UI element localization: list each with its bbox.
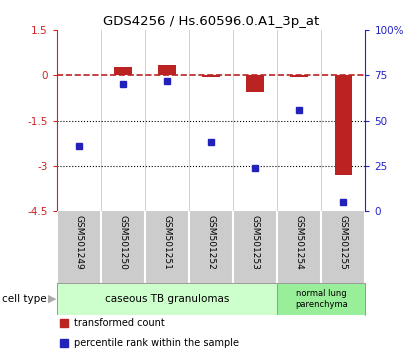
Bar <box>334 75 352 175</box>
Text: GSM501251: GSM501251 <box>163 215 171 270</box>
Bar <box>246 75 264 92</box>
Bar <box>290 75 308 77</box>
Text: GSM501250: GSM501250 <box>118 215 127 270</box>
Text: normal lung
parenchyma: normal lung parenchyma <box>295 289 348 309</box>
Text: GSM501249: GSM501249 <box>74 215 83 270</box>
Text: transformed count: transformed count <box>74 318 164 328</box>
Text: GSM501252: GSM501252 <box>207 215 215 270</box>
Bar <box>202 75 220 77</box>
Bar <box>57 282 277 315</box>
Text: GSM501255: GSM501255 <box>339 215 348 270</box>
Text: caseous TB granulomas: caseous TB granulomas <box>105 294 229 304</box>
Text: percentile rank within the sample: percentile rank within the sample <box>74 338 239 348</box>
Text: cell type: cell type <box>2 294 47 304</box>
Text: GSM501253: GSM501253 <box>251 215 260 270</box>
Text: GSM501254: GSM501254 <box>295 215 304 270</box>
Bar <box>158 65 176 75</box>
Title: GDS4256 / Hs.60596.0.A1_3p_at: GDS4256 / Hs.60596.0.A1_3p_at <box>103 15 319 28</box>
Bar <box>277 282 365 315</box>
Text: ▶: ▶ <box>48 294 57 304</box>
Bar <box>114 67 132 75</box>
